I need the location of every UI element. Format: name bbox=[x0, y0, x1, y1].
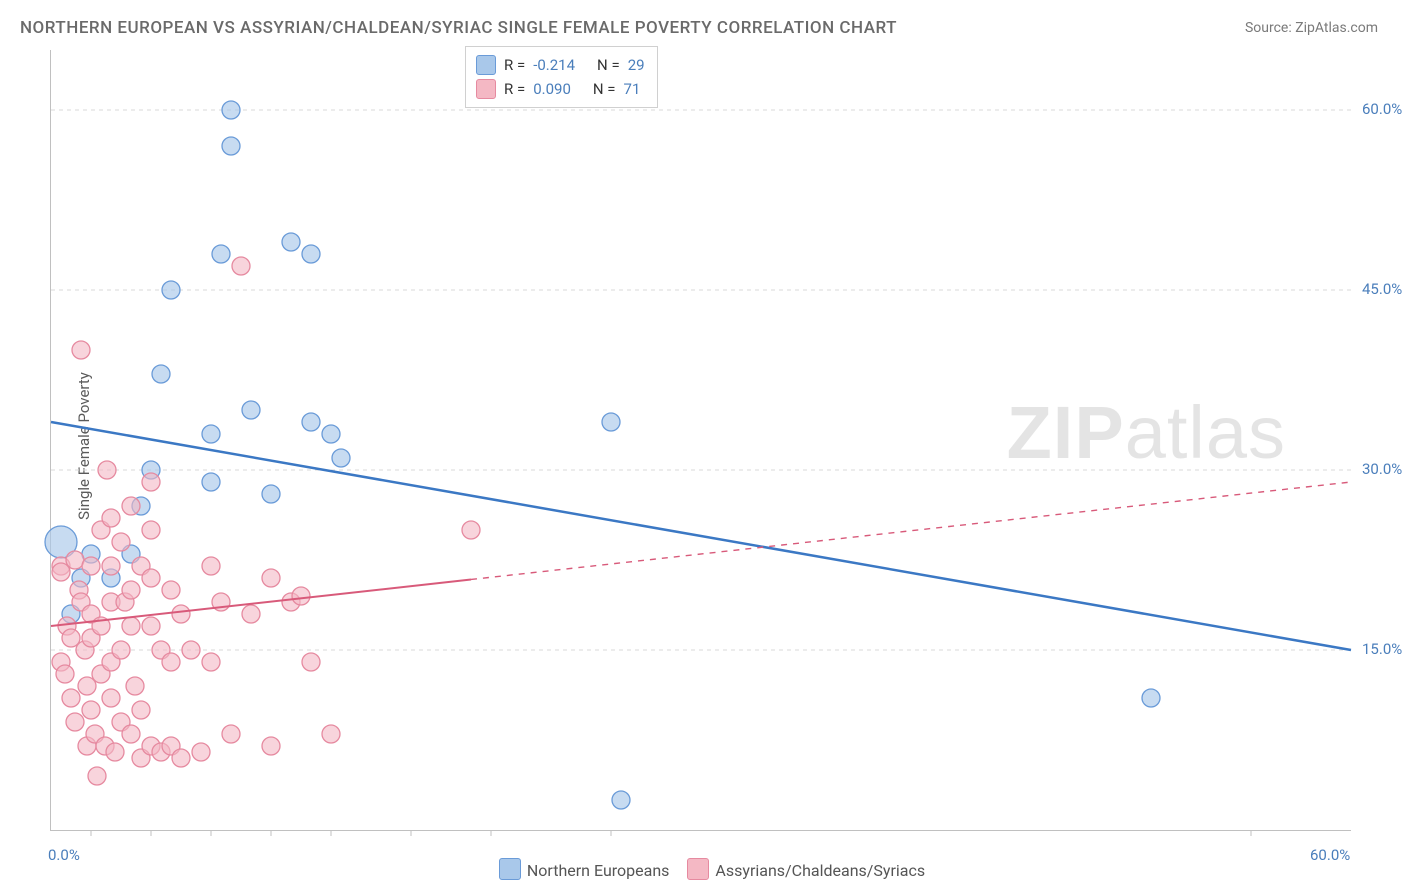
stat-r-value: -0.214 bbox=[533, 53, 575, 77]
y-tick-label: 60.0% bbox=[1362, 100, 1402, 118]
watermark-atlas: atlas bbox=[1125, 391, 1286, 474]
stat-r-label: R = bbox=[504, 77, 525, 101]
y-tick-label: 15.0% bbox=[1362, 640, 1402, 658]
stat-r-label: R = bbox=[504, 53, 525, 77]
legend-swatch bbox=[476, 55, 496, 75]
stat-n-value: 71 bbox=[624, 77, 641, 101]
legend-swatch bbox=[687, 858, 709, 880]
y-tick-label: 30.0% bbox=[1362, 460, 1402, 478]
legend-swatch bbox=[476, 79, 496, 99]
legend-label: Assyrians/Chaldeans/Syriacs bbox=[715, 861, 925, 880]
source-attribution: Source: ZipAtlas.com bbox=[1245, 20, 1378, 36]
stats-row: R = 0.090 N = 71 bbox=[476, 77, 645, 101]
stats-row: R = -0.214 N = 29 bbox=[476, 53, 645, 77]
chart-title: NORTHERN EUROPEAN VS ASSYRIAN/CHALDEAN/S… bbox=[20, 18, 897, 38]
bottom-legend: Northern Europeans Assyrians/Chaldeans/Sy… bbox=[0, 858, 1406, 880]
watermark-zip: ZIP bbox=[1007, 391, 1125, 474]
correlation-stats-box: R = -0.214 N = 29 R = 0.090 N = 71 bbox=[465, 46, 658, 108]
y-tick-label: 45.0% bbox=[1362, 280, 1402, 298]
stat-n-label: N = bbox=[593, 77, 616, 101]
stat-n-value: 29 bbox=[628, 53, 645, 77]
x-tick-left: 0.0% bbox=[48, 846, 80, 864]
legend-swatch bbox=[499, 858, 521, 880]
watermark: ZIPatlas bbox=[1007, 390, 1286, 475]
x-tick-right: 60.0% bbox=[1310, 846, 1350, 864]
stat-r-value: 0.090 bbox=[533, 77, 571, 101]
legend-label: Northern Europeans bbox=[527, 861, 670, 880]
stat-n-label: N = bbox=[597, 53, 620, 77]
